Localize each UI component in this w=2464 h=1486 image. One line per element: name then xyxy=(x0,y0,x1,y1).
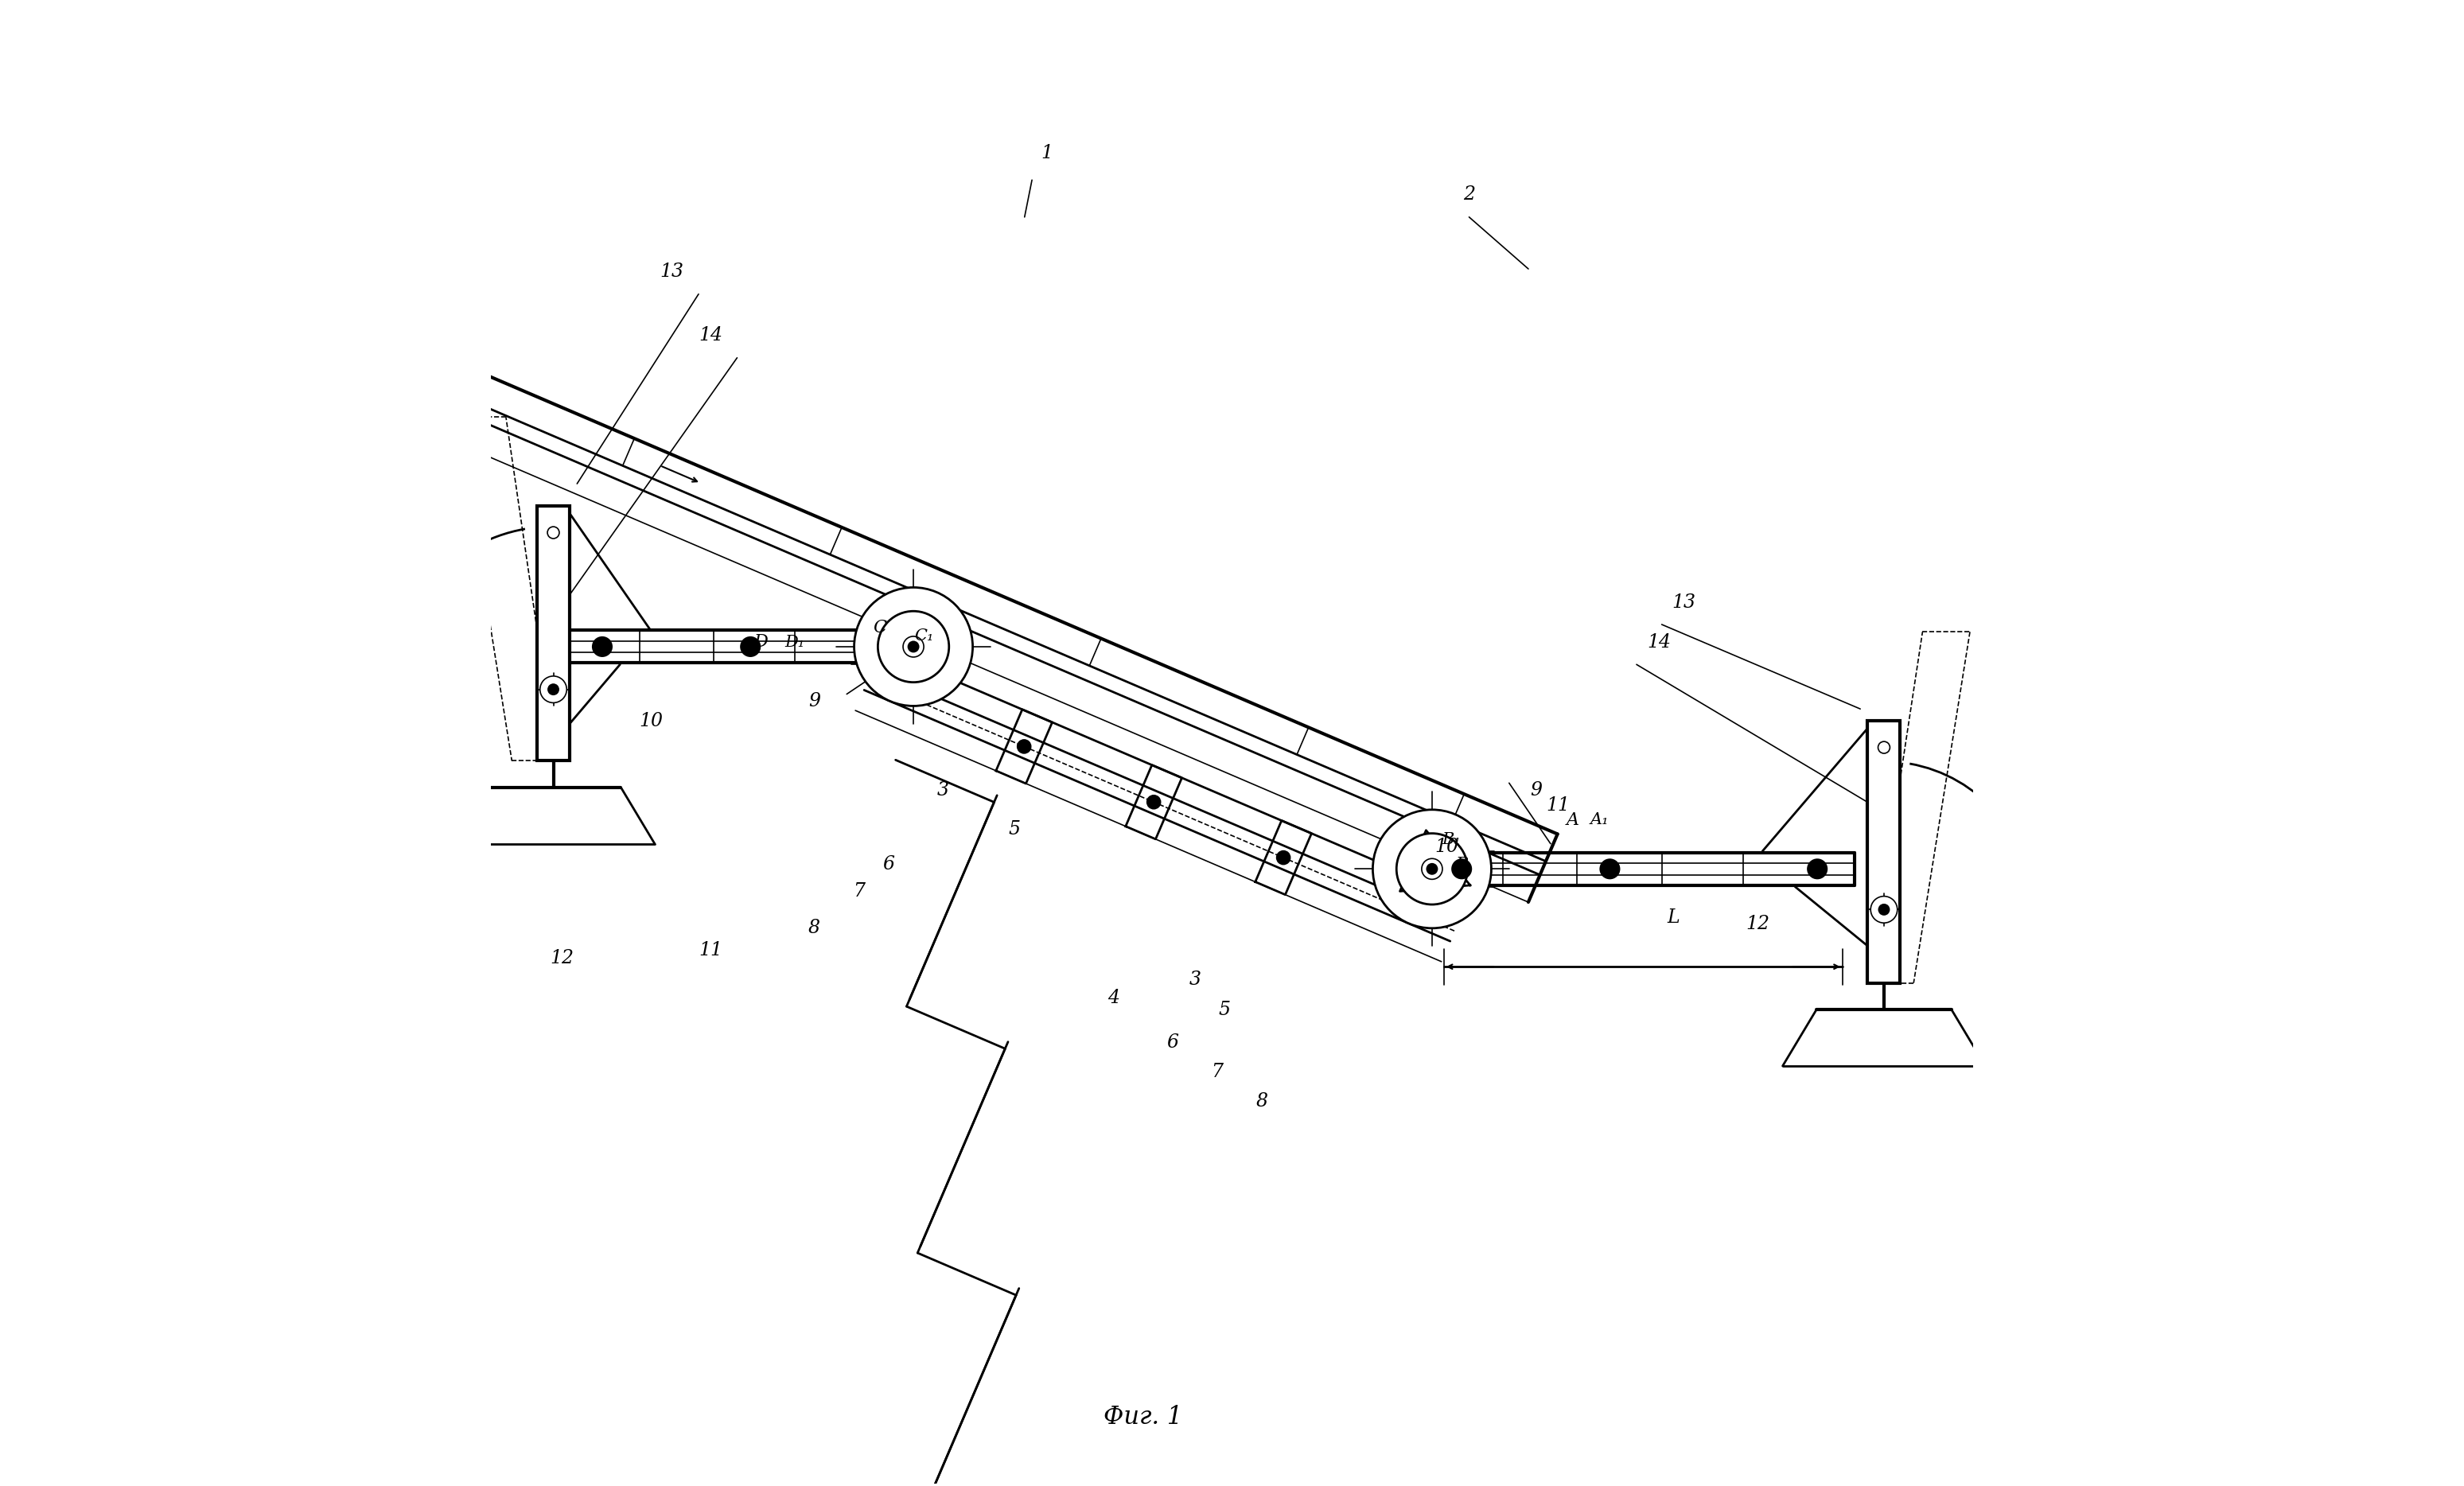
Text: C₁: C₁ xyxy=(914,629,934,643)
Text: 8: 8 xyxy=(1257,1092,1266,1110)
Text: 6: 6 xyxy=(1168,1033,1178,1052)
Circle shape xyxy=(1427,863,1439,875)
Text: 12: 12 xyxy=(1747,914,1769,933)
Text: 3: 3 xyxy=(1190,970,1200,990)
Circle shape xyxy=(540,676,567,703)
Text: 11: 11 xyxy=(1545,796,1570,814)
Text: D: D xyxy=(754,633,769,651)
Text: Фиг. 1: Фиг. 1 xyxy=(1104,1404,1183,1430)
Text: 14: 14 xyxy=(697,327,722,345)
Circle shape xyxy=(1397,834,1469,905)
Circle shape xyxy=(1878,742,1890,753)
Text: 5: 5 xyxy=(1220,1000,1230,1019)
Circle shape xyxy=(1018,739,1032,753)
Text: A: A xyxy=(1567,811,1579,829)
Circle shape xyxy=(1422,859,1441,880)
Text: 13: 13 xyxy=(660,263,685,281)
Circle shape xyxy=(1372,810,1491,929)
Text: 1: 1 xyxy=(1040,144,1052,162)
Text: L: L xyxy=(1668,908,1680,927)
Text: A₁: A₁ xyxy=(1589,813,1609,828)
Circle shape xyxy=(591,636,614,657)
Text: 6: 6 xyxy=(882,856,894,874)
Circle shape xyxy=(1276,850,1291,865)
Text: 4: 4 xyxy=(1106,988,1119,1008)
Text: 14: 14 xyxy=(1646,633,1671,651)
Circle shape xyxy=(1146,795,1161,810)
Circle shape xyxy=(1878,903,1890,915)
Text: 12: 12 xyxy=(549,948,574,967)
Circle shape xyxy=(1870,896,1897,923)
Text: D₁: D₁ xyxy=(786,635,806,649)
Text: 7: 7 xyxy=(853,883,865,901)
Text: B: B xyxy=(1456,856,1469,874)
Text: 9: 9 xyxy=(1530,782,1542,799)
Text: 2: 2 xyxy=(1464,186,1476,204)
Text: 11: 11 xyxy=(697,941,722,960)
Bar xyxy=(1868,721,1900,984)
Text: B₁: B₁ xyxy=(1441,832,1461,847)
Text: C: C xyxy=(872,618,887,636)
Text: 9: 9 xyxy=(808,692,821,710)
Text: 5: 5 xyxy=(1008,820,1020,838)
Circle shape xyxy=(547,526,559,538)
Text: 10: 10 xyxy=(638,712,663,730)
Bar xyxy=(537,505,569,761)
Circle shape xyxy=(907,640,919,652)
Circle shape xyxy=(739,636,761,657)
Text: 3: 3 xyxy=(936,782,949,799)
Circle shape xyxy=(877,611,949,682)
Circle shape xyxy=(1451,859,1471,880)
Circle shape xyxy=(902,636,924,657)
Circle shape xyxy=(1599,859,1621,880)
Text: 13: 13 xyxy=(1673,593,1695,611)
Circle shape xyxy=(547,684,559,695)
Text: 7: 7 xyxy=(1212,1062,1222,1080)
Text: 10: 10 xyxy=(1434,838,1459,856)
Text: 8: 8 xyxy=(808,918,821,938)
Circle shape xyxy=(1806,859,1828,880)
Circle shape xyxy=(855,587,973,706)
